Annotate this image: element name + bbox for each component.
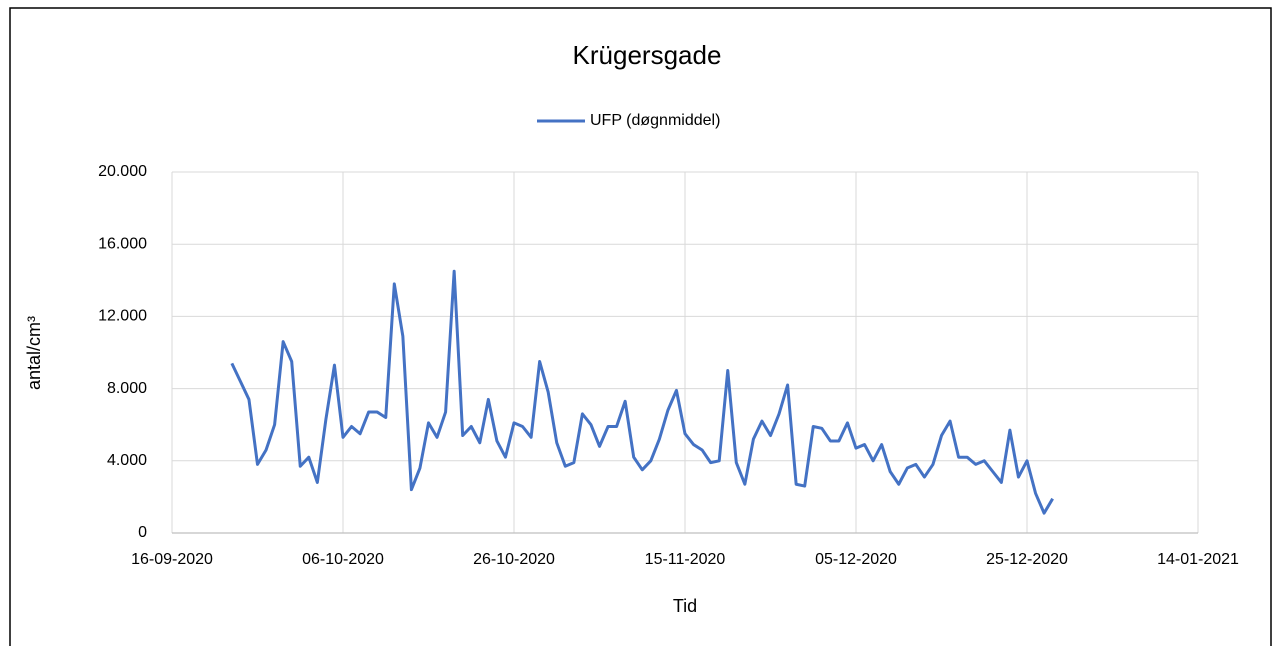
legend-label: UFP (døgnmiddel) bbox=[590, 112, 720, 129]
y-tick-label: 16.000 bbox=[98, 235, 147, 252]
x-axis-label: Tid bbox=[673, 596, 697, 616]
y-tick-label: 8.000 bbox=[107, 380, 147, 397]
y-tick-label: 12.000 bbox=[98, 308, 147, 325]
y-axis-label: antal/cm³ bbox=[24, 316, 44, 390]
x-tick-label: 16-09-2020 bbox=[131, 551, 213, 568]
x-tick-label: 25-12-2020 bbox=[986, 551, 1068, 568]
x-tick-label: 14-01-2021 bbox=[1157, 551, 1239, 568]
x-tick-label: 05-12-2020 bbox=[815, 551, 897, 568]
x-tick-label: 06-10-2020 bbox=[302, 551, 384, 568]
x-tick-label: 26-10-2020 bbox=[473, 551, 555, 568]
y-tick-label: 4.000 bbox=[107, 452, 147, 469]
x-tick-label: 15-11-2020 bbox=[645, 551, 726, 568]
data-line bbox=[230, 269, 1054, 515]
chart-border bbox=[9, 7, 1272, 651]
y-tick-label: 0 bbox=[138, 524, 147, 541]
y-tick-label: 20.000 bbox=[98, 163, 147, 180]
chart-title: Krügersgade bbox=[573, 40, 722, 70]
